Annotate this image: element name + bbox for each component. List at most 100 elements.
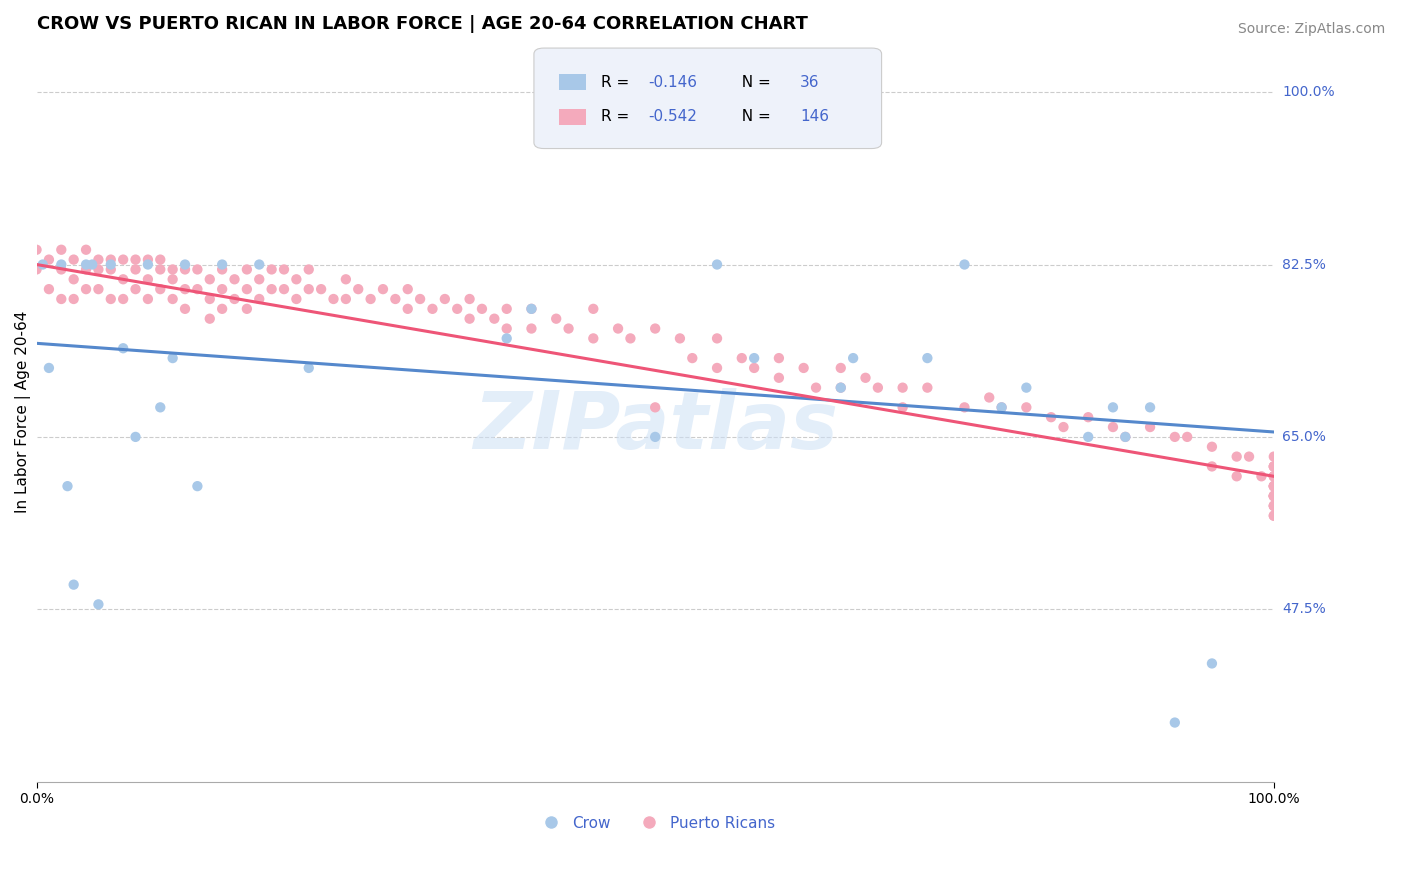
Point [87, 598, 110, 612]
Point [1263, 450, 1285, 464]
Point [1226, 450, 1249, 464]
Point [458, 292, 481, 306]
Point [396, 282, 419, 296]
Point [1015, 381, 1038, 395]
Point [136, 258, 159, 272]
Point [953, 258, 976, 272]
Point [309, 282, 332, 296]
Point [1226, 469, 1249, 483]
Point [804, 381, 827, 395]
Point [495, 331, 517, 345]
Point [56, 479, 79, 493]
Point [211, 262, 233, 277]
FancyBboxPatch shape [534, 48, 882, 149]
Point [273, 262, 295, 277]
Point [1263, 489, 1285, 503]
Text: -0.146: -0.146 [648, 75, 697, 89]
Point [62, 252, 84, 267]
Point [1114, 430, 1136, 444]
Point [1263, 489, 1285, 503]
Point [1263, 489, 1285, 503]
Text: R =: R = [600, 75, 634, 89]
Point [1263, 499, 1285, 513]
Point [25, 262, 48, 277]
Point [112, 252, 135, 267]
Point [260, 262, 283, 277]
Point [247, 272, 270, 286]
Point [124, 282, 146, 296]
Point [174, 282, 197, 296]
Point [855, 371, 877, 385]
Point [360, 292, 382, 306]
Point [51, 258, 73, 272]
Point [236, 262, 259, 277]
Point [1077, 430, 1099, 444]
Point [1263, 489, 1285, 503]
Text: Source: ZipAtlas.com: Source: ZipAtlas.com [1237, 22, 1385, 37]
Point [917, 381, 939, 395]
Point [619, 331, 641, 345]
Point [236, 282, 259, 296]
Point [38, 252, 60, 267]
Point [1052, 420, 1074, 434]
Point [174, 301, 197, 316]
Point [75, 243, 97, 257]
Point [644, 321, 666, 335]
Point [87, 262, 110, 277]
Point [224, 272, 246, 286]
Point [112, 292, 135, 306]
Point [1263, 499, 1285, 513]
Text: 146: 146 [800, 109, 830, 124]
Point [384, 292, 406, 306]
Point [174, 258, 197, 272]
Point [706, 258, 728, 272]
Point [409, 292, 432, 306]
Point [75, 262, 97, 277]
Point [236, 301, 259, 316]
Point [1263, 469, 1285, 483]
Point [38, 360, 60, 375]
Point [990, 401, 1012, 415]
Point [136, 292, 159, 306]
Bar [558, 74, 586, 90]
Point [62, 577, 84, 591]
Point [162, 262, 184, 277]
Point [546, 311, 568, 326]
Point [198, 311, 221, 326]
Point [149, 401, 172, 415]
Point [100, 252, 122, 267]
Point [211, 258, 233, 272]
Point [322, 292, 344, 306]
Point [247, 292, 270, 306]
Point [495, 321, 517, 335]
Point [285, 272, 308, 286]
Point [149, 262, 172, 277]
Point [124, 262, 146, 277]
Point [1263, 479, 1285, 493]
Point [51, 292, 73, 306]
Point [62, 272, 84, 286]
Point [1102, 420, 1125, 434]
Point [1201, 657, 1223, 671]
Point [582, 301, 605, 316]
Point [112, 272, 135, 286]
Point [644, 401, 666, 415]
Point [25, 243, 48, 257]
Point [830, 381, 852, 395]
Point [82, 258, 104, 272]
Point [198, 272, 221, 286]
Point [1139, 401, 1161, 415]
Bar [558, 109, 586, 125]
Point [1114, 430, 1136, 444]
Point [446, 301, 468, 316]
Text: R =: R = [600, 109, 634, 124]
Point [742, 360, 765, 375]
Point [75, 282, 97, 296]
Point [953, 401, 976, 415]
Point [1077, 410, 1099, 425]
Point [793, 360, 815, 375]
Point [87, 252, 110, 267]
Point [298, 360, 321, 375]
Point [557, 321, 579, 335]
Point [273, 282, 295, 296]
